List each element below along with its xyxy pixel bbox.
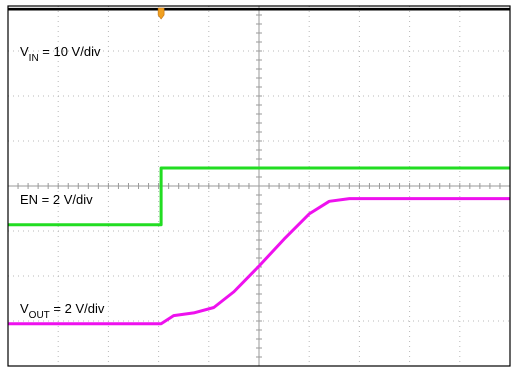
- traces: [8, 7, 510, 326]
- trigger-marker-group: [157, 7, 165, 20]
- trigger-marker-icon: [157, 7, 165, 20]
- grid: [8, 6, 510, 366]
- label-vout: VOUT = 2 V/div: [20, 301, 105, 321]
- trace-en: [8, 166, 510, 227]
- label-vin: VIN = 10 V/div: [20, 44, 101, 64]
- plot-frame: [7, 5, 511, 367]
- trace-vout: [8, 197, 510, 326]
- label-en: EN = 2 V/div: [20, 192, 93, 207]
- channel-labels: VIN = 10 V/div EN = 2 V/div VOUT = 2 V/div: [20, 44, 105, 321]
